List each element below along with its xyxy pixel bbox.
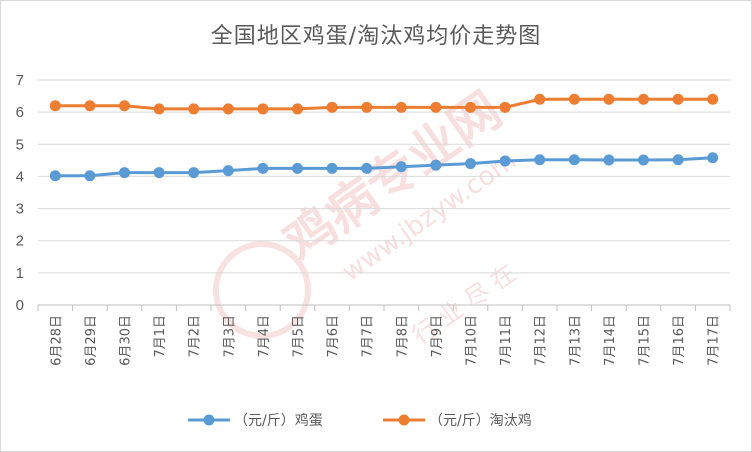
data-point (361, 162, 373, 174)
x-tick-label: 7月9日 (430, 315, 445, 358)
x-tick-label: 6月30日 (119, 315, 134, 366)
data-point (707, 152, 719, 164)
x-tick-label: 7月13日 (568, 315, 583, 366)
series-line (55, 156, 713, 178)
x-tick-label: 7月16日 (672, 315, 687, 366)
data-point (153, 167, 165, 179)
y-tick-label: 3 (16, 201, 24, 218)
data-point (430, 159, 442, 171)
data-point (534, 154, 546, 166)
x-tick-label: 7月10日 (465, 315, 480, 366)
series-1 (49, 93, 719, 115)
x-tick-label: 7月8日 (395, 315, 410, 358)
y-tick-label: 6 (16, 104, 24, 121)
y-tick-label: 0 (16, 297, 24, 314)
x-tick-label: 7月1日 (153, 315, 168, 358)
data-point (395, 101, 407, 113)
data-point (49, 170, 61, 182)
legend-label: （元/斤）鸡蛋 (234, 412, 323, 429)
data-point (222, 165, 234, 177)
data-point (292, 162, 303, 174)
y-tick-label: 5 (16, 136, 24, 153)
data-point (222, 103, 234, 115)
x-tick-label: 7月12日 (534, 315, 549, 366)
data-point (361, 101, 373, 113)
x-tick-label: 7月15日 (638, 315, 653, 366)
data-point (430, 101, 442, 113)
x-tick-label: 7月14日 (603, 315, 618, 366)
data-point (84, 170, 96, 182)
data-point (119, 167, 130, 179)
x-tick-label: 6月29日 (84, 315, 99, 366)
series-0 (49, 152, 719, 182)
data-point (465, 101, 476, 113)
watermark-logo (213, 241, 311, 339)
legend-swatch-marker (203, 414, 215, 426)
chart-title: 全国地区鸡蛋/淘汰鸡均价走势图 (210, 24, 542, 49)
y-tick-label: 7 (16, 72, 24, 89)
data-point (638, 154, 649, 166)
data-point (465, 158, 476, 170)
series-line (55, 97, 713, 111)
y-tick-label: 4 (16, 168, 24, 185)
data-point (257, 162, 269, 174)
data-point (292, 103, 303, 115)
data-point (603, 154, 615, 166)
data-point (326, 101, 338, 113)
data-point (534, 93, 546, 105)
data-point (568, 93, 580, 105)
data-point (603, 93, 615, 105)
data-point (257, 103, 269, 115)
legend-item-0: （元/斤）鸡蛋 (188, 412, 323, 429)
y-tick-label: 2 (16, 233, 24, 250)
data-point (188, 167, 200, 179)
legend-swatch-marker (398, 414, 410, 426)
x-tick-label: 7月3日 (222, 315, 237, 358)
x-tick-label: 7月4日 (257, 315, 272, 358)
data-point (49, 100, 61, 112)
series-layer (49, 93, 719, 182)
data-point (638, 93, 649, 105)
data-point (499, 101, 511, 113)
x-tick-label: 7月5日 (292, 315, 307, 358)
y-tick-label: 1 (16, 265, 24, 282)
data-point (188, 103, 200, 115)
x-tick-label: 6月28日 (49, 315, 64, 366)
data-point (707, 93, 719, 105)
data-point (153, 103, 165, 115)
gridlines (38, 79, 730, 274)
legend-item-1: （元/斤）淘汰鸡 (383, 412, 532, 429)
data-point (84, 100, 96, 112)
x-tick-label: 7月6日 (326, 315, 341, 358)
x-tick-label: 7月7日 (361, 315, 376, 358)
legend: （元/斤）鸡蛋 （元/斤）淘汰鸡 (188, 412, 532, 429)
x-tick-label: 7月17日 (707, 315, 722, 366)
data-point (672, 93, 684, 105)
data-point (119, 100, 130, 112)
data-point (395, 161, 407, 173)
data-point (326, 162, 338, 174)
data-point (499, 155, 511, 167)
x-tick-label: 7月11日 (499, 315, 514, 366)
x-tick-label: 7月2日 (188, 315, 203, 358)
axes: 0 1 2 3 4 5 6 7 6月28日 6月29日 6月30日 7月1日 7月2日 7月3日 7月4日 7… (16, 72, 731, 366)
data-point (568, 154, 580, 166)
data-point (672, 154, 684, 166)
legend-label: （元/斤）淘汰鸡 (429, 412, 532, 429)
